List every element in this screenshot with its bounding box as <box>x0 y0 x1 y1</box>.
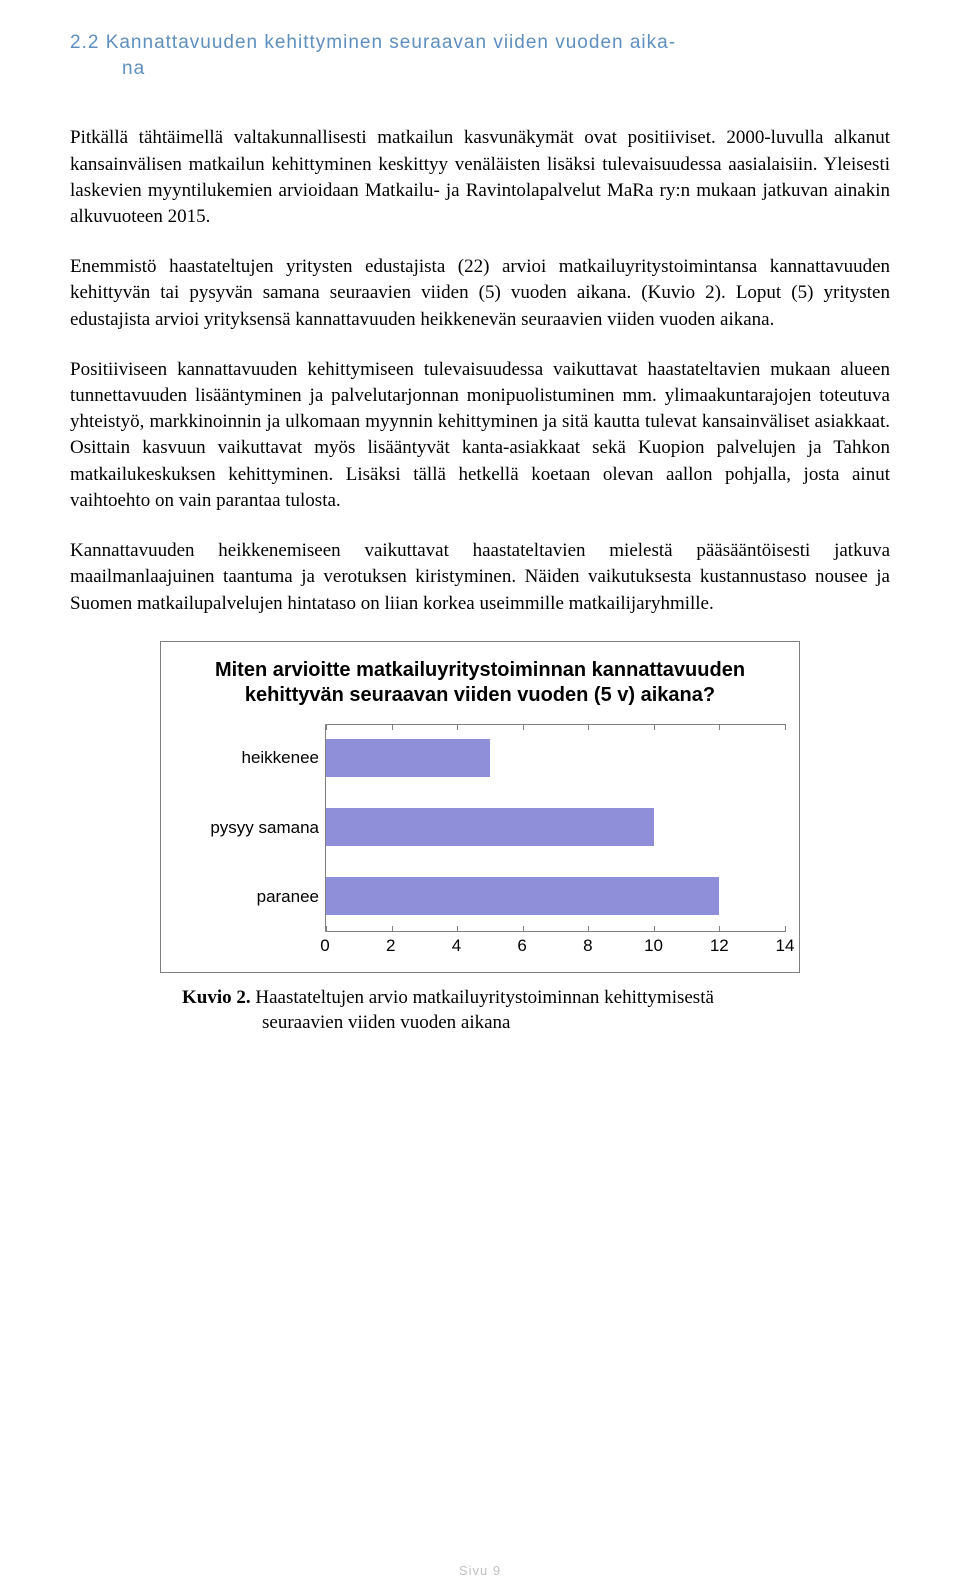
paragraph-3: Positiiviseen kannattavuuden kehittymise… <box>70 357 890 514</box>
chart-bars <box>326 724 785 931</box>
chart-tick-top-5 <box>654 724 655 730</box>
caption-text-2: seuraavien viiden vuoden aikana <box>262 1012 510 1033</box>
section-heading: 2.2 Kannattavuuden kehittyminen seuraava… <box>70 30 890 81</box>
chart-tick-top-6 <box>719 724 720 730</box>
chart-xtick-label-7: 14 <box>776 936 795 956</box>
chart-tick-top-7 <box>785 724 786 730</box>
chart-body: heikkenee pysyy samana paranee 0 2 4 6 8 10 12… <box>175 724 785 956</box>
page-footer: Sivu 9 <box>0 1563 960 1578</box>
chart-cat-1: pysyy samana <box>175 818 319 838</box>
chart-xtick-label-4: 8 <box>583 936 592 956</box>
chart-tick-top-3 <box>523 724 524 730</box>
chart-cat-0: heikkenee <box>175 748 319 768</box>
chart-xtick-label-1: 2 <box>386 936 395 956</box>
chart-title: Miten arvioitte matkailuyritystoiminnan … <box>175 658 785 708</box>
chart-bar-2 <box>326 877 719 915</box>
paragraph-1: Pitkällä tähtäimellä valtakunnallisesti … <box>70 125 890 230</box>
caption-text-1: Haastateltujen arvio matkailuyritystoimi… <box>251 987 714 1008</box>
figure-caption: Kuvio 2. Haastateltujen arvio matkailuyr… <box>182 985 822 1036</box>
chart-tick-top-1 <box>392 724 393 730</box>
chart-cat-2: paranee <box>175 887 319 907</box>
chart-bar-1 <box>326 808 654 846</box>
heading-line-2: na <box>122 56 890 82</box>
chart-xtick-label-2: 4 <box>452 936 461 956</box>
caption-label: Kuvio 2. <box>182 987 251 1008</box>
chart-xtick-label-0: 0 <box>320 936 329 956</box>
heading-line-1: 2.2 Kannattavuuden kehittyminen seuraava… <box>70 30 890 56</box>
chart-plot-area <box>325 724 785 932</box>
chart-plot-wrap: 02468101214 <box>325 724 785 956</box>
chart-frame: Miten arvioitte matkailuyritystoiminnan … <box>160 641 800 973</box>
chart-tick-top-2 <box>457 724 458 730</box>
paragraph-2: Enemmistö haastateltujen yritysten edust… <box>70 254 890 333</box>
chart-bar-0 <box>326 739 490 777</box>
page: 2.2 Kannattavuuden kehittyminen seuraava… <box>0 0 960 1596</box>
paragraph-4: Kannattavuuden heikkenemiseen vaikuttava… <box>70 538 890 617</box>
chart-tick-top-4 <box>588 724 589 730</box>
chart-xtick-label-3: 6 <box>517 936 526 956</box>
chart-xtick-label-6: 12 <box>710 936 729 956</box>
chart-xtick-label-5: 10 <box>644 936 663 956</box>
chart-category-labels: heikkenee pysyy samana paranee <box>175 724 325 932</box>
chart-tick-bottom-7 <box>785 926 786 932</box>
chart-tick-top-0 <box>326 724 327 730</box>
chart-x-axis: 02468101214 <box>325 932 785 956</box>
